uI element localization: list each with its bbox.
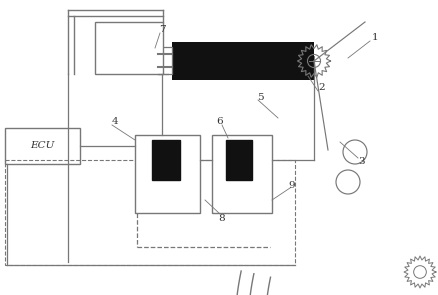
Bar xyxy=(95,22,162,74)
Text: 2: 2 xyxy=(318,83,325,93)
Bar xyxy=(5,160,294,265)
Text: 5: 5 xyxy=(256,94,263,102)
Bar xyxy=(135,135,200,213)
Text: 7: 7 xyxy=(158,25,165,35)
Bar xyxy=(212,135,272,213)
Text: 4: 4 xyxy=(111,117,118,127)
Text: 9: 9 xyxy=(288,181,295,189)
Bar xyxy=(226,140,251,180)
Bar xyxy=(5,128,80,164)
Text: 8: 8 xyxy=(218,214,225,222)
Bar xyxy=(158,47,172,74)
Text: ECU: ECU xyxy=(30,142,55,150)
Text: 3: 3 xyxy=(358,158,364,166)
Bar xyxy=(152,140,180,180)
Text: 1: 1 xyxy=(371,34,378,42)
Text: 6: 6 xyxy=(216,117,223,127)
Bar xyxy=(172,42,313,80)
